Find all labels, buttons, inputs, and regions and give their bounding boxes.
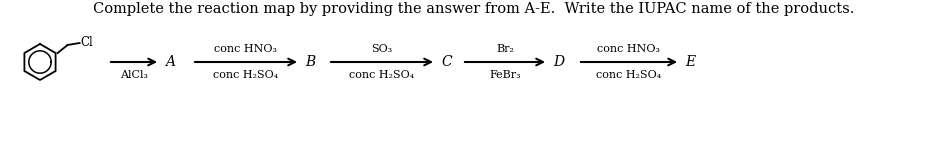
Text: conc H₂SO₄: conc H₂SO₄ bbox=[213, 70, 279, 80]
Text: conc HNO₃: conc HNO₃ bbox=[214, 44, 278, 54]
Text: Br₂: Br₂ bbox=[496, 44, 514, 54]
Text: conc H₂SO₄: conc H₂SO₄ bbox=[596, 70, 662, 80]
Text: A: A bbox=[165, 55, 175, 69]
Text: AlCl₃: AlCl₃ bbox=[120, 70, 148, 80]
Text: conc H₂SO₄: conc H₂SO₄ bbox=[350, 70, 414, 80]
Text: Cl: Cl bbox=[81, 36, 93, 50]
Text: FeBr₃: FeBr₃ bbox=[489, 70, 520, 80]
Text: C: C bbox=[441, 55, 451, 69]
Text: SO₃: SO₃ bbox=[372, 44, 392, 54]
Text: conc HNO₃: conc HNO₃ bbox=[597, 44, 661, 54]
Text: Complete the reaction map by providing the answer from A-E.  Write the IUPAC nam: Complete the reaction map by providing t… bbox=[93, 2, 855, 16]
Text: B: B bbox=[305, 55, 316, 69]
Text: E: E bbox=[685, 55, 695, 69]
Text: D: D bbox=[553, 55, 564, 69]
